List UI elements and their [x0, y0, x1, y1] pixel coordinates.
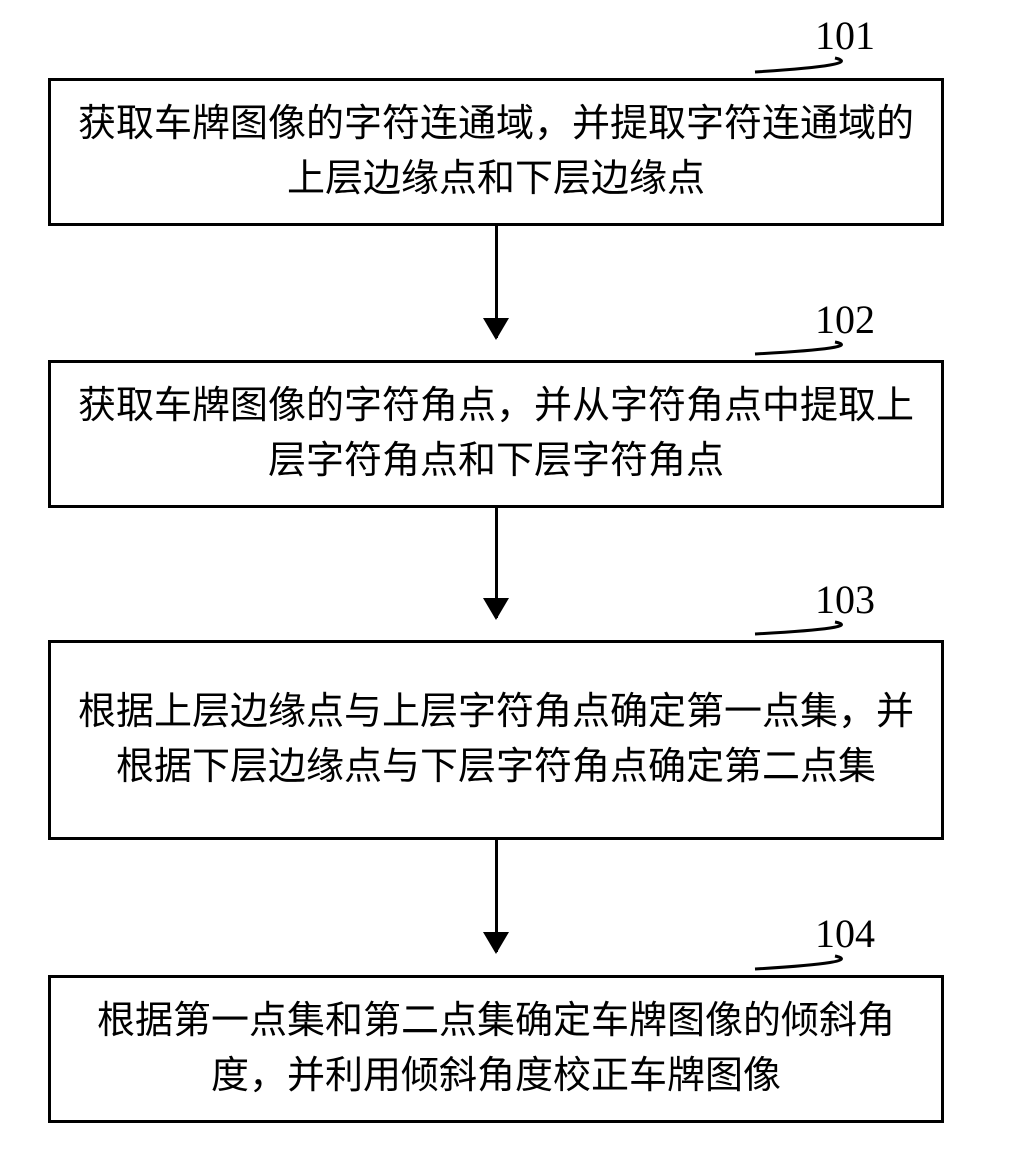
flow-step-text: 根据第一点集和第二点集确定车牌图像的倾斜角度，并利用倾斜角度校正车牌图像	[69, 994, 923, 1104]
step-number-label: 102	[815, 296, 875, 343]
flow-step-103: 根据上层边缘点与上层字符角点确定第一点集，并根据下层边缘点与下层字符角点确定第二…	[48, 640, 944, 840]
flow-step-text: 获取车牌图像的字符连通域，并提取字符连通域的上层边缘点和下层边缘点	[69, 97, 923, 207]
flow-step-text: 根据上层边缘点与上层字符角点确定第一点集，并根据下层边缘点与下层字符角点确定第二…	[69, 685, 923, 795]
step-number-label: 103	[815, 576, 875, 623]
step-number-label: 104	[815, 910, 875, 957]
flow-step-101: 获取车牌图像的字符连通域，并提取字符连通域的上层边缘点和下层边缘点	[48, 78, 944, 226]
flow-arrow	[495, 508, 498, 618]
flow-arrow	[495, 840, 498, 952]
step-number-label: 101	[815, 12, 875, 59]
flow-arrow	[495, 226, 498, 338]
flow-step-text: 获取车牌图像的字符角点，并从字符角点中提取上层字符角点和下层字符角点	[69, 379, 923, 489]
flowchart-canvas: 获取车牌图像的字符连通域，并提取字符连通域的上层边缘点和下层边缘点 101 获取车牌…	[0, 0, 1022, 1153]
flow-step-104: 根据第一点集和第二点集确定车牌图像的倾斜角度，并利用倾斜角度校正车牌图像	[48, 975, 944, 1123]
flow-step-102: 获取车牌图像的字符角点，并从字符角点中提取上层字符角点和下层字符角点	[48, 360, 944, 508]
